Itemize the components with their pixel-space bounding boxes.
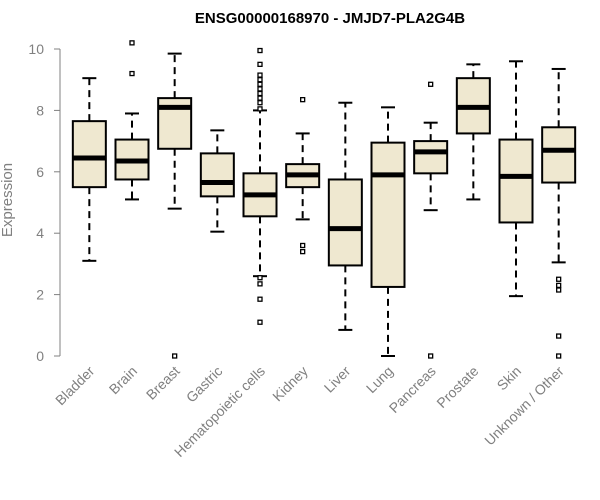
outlier-point — [257, 81, 263, 87]
iqr-box — [413, 140, 449, 175]
outlier-point — [172, 353, 178, 359]
iqr-box — [498, 138, 534, 224]
iqr-box — [541, 126, 577, 184]
box-lung — [370, 106, 406, 357]
outlier-point — [257, 90, 263, 97]
outlier-point — [428, 353, 434, 359]
outlier-point — [257, 100, 263, 106]
x-category-label: Kidney — [269, 363, 311, 405]
outlier-point — [257, 319, 263, 325]
box-bladder — [71, 77, 107, 262]
y-axis: 0 2 4 6 8 10 — [28, 41, 61, 364]
outlier-point — [257, 47, 263, 54]
x-category-label: Pancreas — [386, 363, 439, 416]
box-pancreas — [413, 81, 449, 359]
box-unknown-other — [541, 67, 577, 359]
box-brain — [114, 40, 150, 201]
outlier-point — [257, 296, 263, 302]
outlier-point — [257, 275, 263, 281]
outlier-point — [556, 276, 562, 282]
outlier-point — [257, 86, 263, 92]
y-tick-label: 0 — [36, 348, 44, 364]
outlier-point — [257, 77, 263, 83]
chart-title: ENSG00000168970 - JMJD7-PLA2G4B — [195, 10, 465, 27]
x-category-label: Prostate — [433, 363, 481, 411]
boxes — [71, 40, 577, 359]
outlier-point — [257, 281, 263, 287]
x-category-label: Breast — [143, 363, 183, 403]
iqr-box — [327, 178, 363, 267]
y-tick-label: 4 — [36, 225, 44, 241]
outlier-point — [129, 70, 135, 77]
x-category-label: Skin — [494, 363, 525, 394]
outlier-point — [556, 333, 562, 339]
outlier-point — [428, 81, 434, 87]
outlier-point — [300, 248, 306, 255]
iqr-box — [199, 152, 235, 198]
y-tick-label: 10 — [28, 41, 44, 57]
outlier-point — [556, 287, 562, 293]
x-category-label: Gastric — [183, 363, 226, 406]
y-tick-label: 8 — [36, 102, 44, 118]
box-kidney — [285, 97, 321, 255]
outlier-point — [257, 72, 263, 78]
box-prostate — [455, 63, 491, 201]
outlier-point — [257, 61, 263, 67]
x-category-label: Bladder — [52, 363, 98, 409]
x-category-label: Brain — [106, 363, 140, 397]
outlier-point — [257, 106, 263, 112]
x-category-label: Lung — [363, 363, 396, 396]
iqr-box — [370, 141, 406, 288]
outlier-point — [257, 95, 263, 101]
box-gastric — [199, 129, 235, 233]
outlier-point — [556, 353, 562, 359]
y-tick-label: 2 — [36, 287, 44, 303]
x-category-label: Unknown / Other — [481, 363, 567, 449]
box-breast — [157, 52, 193, 359]
outlier-point — [300, 242, 306, 249]
outlier-point — [129, 40, 135, 46]
x-category-label: Liver — [321, 363, 354, 396]
iqr-box — [71, 120, 107, 189]
y-tick-label: 6 — [36, 164, 44, 180]
y-axis-label: Expression — [0, 163, 16, 237]
outlier-point — [556, 282, 562, 289]
box-liver — [327, 101, 363, 331]
box-hematopoietic-cells — [242, 47, 278, 325]
box-skin — [498, 60, 534, 298]
outlier-point — [300, 97, 306, 103]
